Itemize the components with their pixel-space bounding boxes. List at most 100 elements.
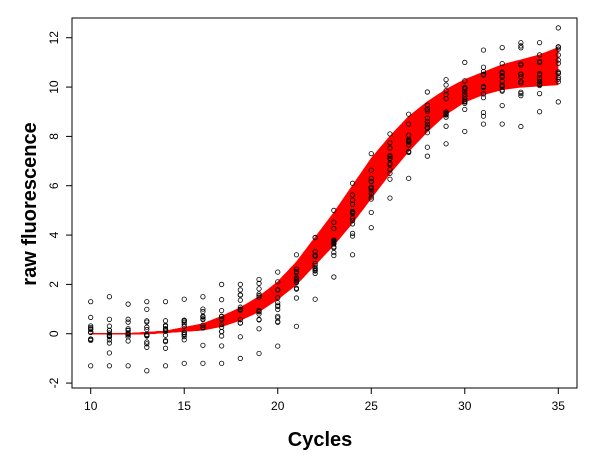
data-point <box>293 279 300 286</box>
data-point <box>275 300 281 306</box>
data-point <box>293 323 300 329</box>
x-tick-label: 15 <box>178 399 192 413</box>
data-point <box>106 330 113 336</box>
data-point <box>387 145 393 151</box>
y-tick-label: 2 <box>47 281 61 288</box>
data-point <box>499 44 505 51</box>
data-point <box>331 219 337 225</box>
data-point <box>555 70 561 77</box>
data-point <box>536 58 543 64</box>
data-point <box>387 176 393 182</box>
data-point <box>462 100 468 106</box>
x-tick-label: 35 <box>552 399 566 413</box>
data-point <box>181 323 187 329</box>
data-point <box>331 238 337 244</box>
data-point <box>443 88 449 94</box>
fit-curve <box>90 52 559 335</box>
data-point <box>293 268 300 275</box>
data-point <box>368 196 374 202</box>
data-point <box>219 333 225 339</box>
data-point <box>106 294 113 300</box>
data-point <box>144 344 150 350</box>
data-point <box>275 287 281 293</box>
data-point <box>406 139 412 145</box>
data-point <box>536 70 543 77</box>
fit-curve <box>90 81 559 335</box>
fit-curve <box>90 59 559 335</box>
data-point <box>349 197 356 203</box>
data-point <box>518 123 524 130</box>
data-point <box>518 74 524 80</box>
data-point <box>443 82 449 88</box>
data-point <box>275 295 281 301</box>
data-point <box>555 25 561 31</box>
y-tick-label: 6 <box>47 182 61 189</box>
data-point <box>406 148 412 155</box>
data-point <box>480 91 487 97</box>
y-tick-label: 12 <box>47 31 61 45</box>
y-axis: -2 0 2 4 6 8 10 12 <box>47 31 72 388</box>
data-point <box>312 252 318 258</box>
data-point <box>144 341 150 347</box>
data-point <box>181 321 187 327</box>
data-point <box>219 343 225 349</box>
fit-curve <box>90 47 559 335</box>
fit-curve <box>90 79 559 335</box>
data-point <box>462 98 468 104</box>
data-point <box>555 74 561 80</box>
data-point <box>387 167 393 173</box>
data-point <box>219 322 225 328</box>
data-point <box>219 297 225 303</box>
data-point <box>387 155 393 162</box>
data-point <box>443 141 449 147</box>
fit-curve <box>90 62 559 335</box>
data-point <box>555 52 561 58</box>
data-point <box>162 337 169 344</box>
data-point <box>349 230 356 236</box>
data-point <box>144 299 150 305</box>
data-point <box>256 307 262 314</box>
data-point <box>162 322 169 328</box>
data-point <box>518 71 524 77</box>
data-point <box>106 323 113 329</box>
data-point <box>387 131 393 137</box>
data-point <box>200 316 206 323</box>
data-point <box>368 225 374 231</box>
data-point <box>256 293 262 299</box>
fit-curve <box>90 65 559 335</box>
data-point <box>219 324 225 330</box>
fit-curve <box>90 53 559 335</box>
data-point <box>144 324 150 330</box>
data-point <box>536 81 543 88</box>
data-point <box>424 121 430 127</box>
fit-curve <box>90 84 559 335</box>
data-point <box>237 355 243 361</box>
data-points <box>88 25 561 374</box>
data-point <box>293 274 300 281</box>
data-point <box>349 252 356 258</box>
data-point <box>275 302 281 308</box>
data-point <box>555 44 561 50</box>
fit-curve <box>90 78 559 335</box>
y-tick-label: 4 <box>47 231 61 238</box>
data-point <box>256 286 262 292</box>
data-point <box>480 71 487 77</box>
data-point <box>200 325 206 331</box>
fit-curve <box>90 71 559 335</box>
data-point <box>518 80 524 86</box>
data-point <box>480 83 487 90</box>
fit-curve <box>90 54 559 335</box>
fit-curve <box>90 80 559 335</box>
data-point <box>536 40 543 46</box>
data-point <box>181 337 187 343</box>
data-point <box>462 106 468 113</box>
fit-curve <box>90 56 559 335</box>
data-point <box>144 339 150 345</box>
fit-curve <box>90 70 559 335</box>
data-point <box>480 95 487 101</box>
data-point <box>256 294 262 300</box>
data-point <box>88 329 94 336</box>
data-point <box>200 360 206 366</box>
data-point <box>162 332 169 338</box>
fit-curve <box>90 83 559 335</box>
